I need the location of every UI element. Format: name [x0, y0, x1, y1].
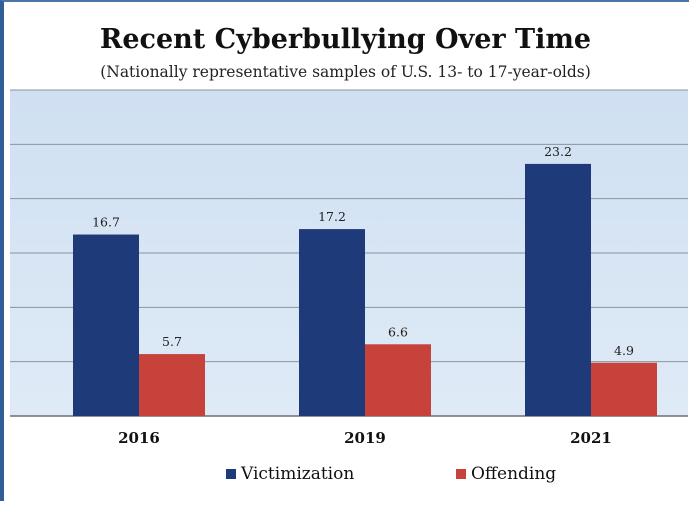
bar-offending-2021	[591, 362, 657, 416]
value-label-victimization-2016: 16.7	[92, 215, 120, 230]
chart-title: Recent Cyberbullying Over Time	[99, 24, 592, 55]
category-label-2016: 2016	[118, 429, 160, 447]
bar-victimization-2019	[299, 229, 365, 416]
bars	[73, 163, 657, 416]
value-label-offending-2016: 5.7	[162, 334, 182, 349]
legend-swatch-victimization	[226, 469, 236, 479]
bar-victimization-2016	[73, 234, 139, 416]
category-label-2019: 2019	[344, 429, 386, 447]
value-label-victimization-2019: 17.2	[318, 209, 346, 224]
chart-subtitle: (Nationally representative samples of U.…	[100, 63, 591, 81]
bar-offending-2019	[365, 344, 431, 416]
value-label-victimization-2021: 23.2	[544, 144, 572, 159]
bar-victimization-2021	[525, 163, 591, 416]
value-label-offending-2021: 4.9	[614, 343, 634, 358]
legend-label-offending: Offending	[471, 464, 557, 484]
category-label-2021: 2021	[570, 429, 612, 447]
category-labels: 2016 2019 2021	[118, 429, 612, 447]
legend-label-victimization: Victimization	[241, 464, 355, 484]
bar-offending-2016	[139, 354, 205, 416]
legend-swatch-offending	[456, 469, 466, 479]
legend-item-offending: Offending	[456, 464, 556, 484]
legend-item-victimization: Victimization	[226, 464, 354, 484]
value-label-offending-2019: 6.6	[388, 324, 408, 339]
value-labels: 16.7 5.7 17.2 6.6 23.2 4.9	[92, 144, 634, 358]
